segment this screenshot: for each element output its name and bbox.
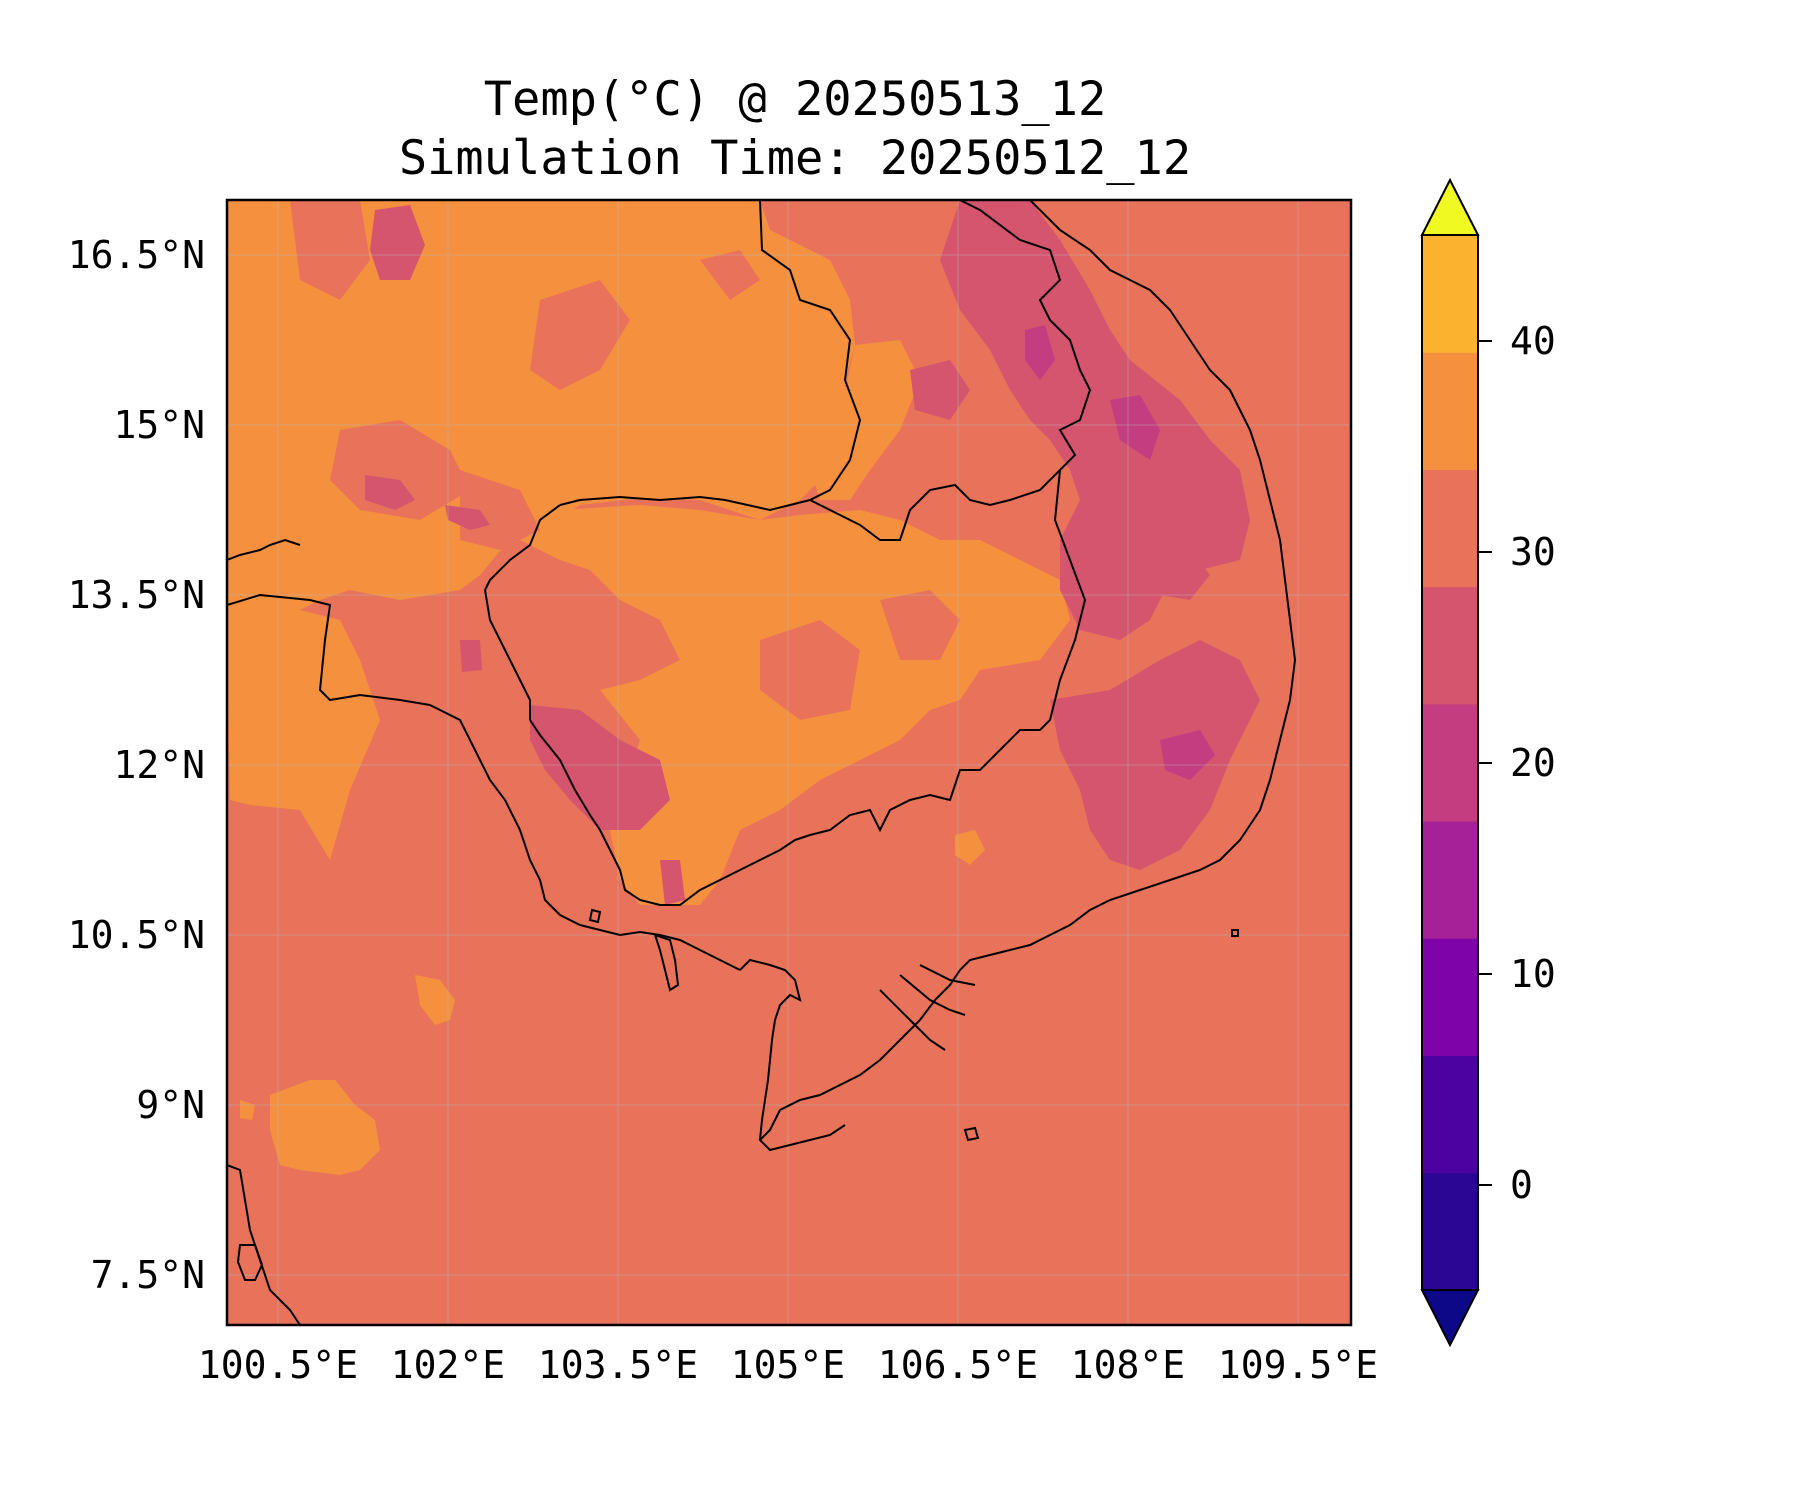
thailand-mid-patch-a <box>530 280 630 390</box>
lat-tick-label: 13.5°N <box>68 573 205 617</box>
colorbar-band <box>1422 235 1478 353</box>
cambodia-mid-patch-a <box>760 620 860 720</box>
colorbar-band <box>1422 821 1478 939</box>
colorbar-band <box>1422 1172 1478 1291</box>
thailand-mid-patch-d <box>700 250 760 300</box>
lon-tick-label: 109.5°E <box>1218 1343 1378 1387</box>
thailand-myanmar-border <box>227 593 431 706</box>
ca-mau-west-coast <box>739 958 802 1141</box>
cambodia-coast <box>529 719 796 906</box>
gridlines <box>227 200 1351 1325</box>
lat-tick-label: 16.5°N <box>68 233 205 277</box>
lon-tick-label: 108°E <box>1071 1343 1185 1387</box>
latitude-ticks: 16.5°N 15°N 13.5°N 12°N 10.5°N 9°N 7.5°N <box>68 233 205 1297</box>
south-laos-warm-region <box>810 340 920 500</box>
delta-river-c <box>919 964 976 986</box>
laos-north-coast-border <box>227 538 301 561</box>
central-highlands-cool-region <box>1050 640 1260 870</box>
colorbar-tick-label: 10 <box>1510 952 1556 996</box>
colorbar-tick-label: 40 <box>1510 319 1556 363</box>
colorbar-band <box>1422 1055 1478 1174</box>
thailand-cool-patch-d <box>460 640 482 672</box>
cambodia-mid-patch-b <box>880 590 960 660</box>
gulf-warm-patch-c <box>240 1100 255 1120</box>
delta-river-a <box>879 989 946 1051</box>
cambodia-vietnam-border <box>809 200 1092 541</box>
colorbar-tick-label: 0 <box>1510 1163 1533 1207</box>
colorbar-extend-min <box>1420 1289 1480 1348</box>
gulf-warm-patch-b <box>415 975 455 1025</box>
vietnam-warm-patch <box>955 830 985 865</box>
colorbar-band <box>1422 469 1478 588</box>
lon-tick-label: 106.5°E <box>878 1343 1038 1387</box>
longitude-ticks: 100.5°E 102°E 103.5°E 105°E 106.5°E 108°… <box>198 1343 1378 1387</box>
colorbar-tick-label: 20 <box>1510 741 1556 785</box>
map-frame <box>225 198 1353 1327</box>
thailand-east-coast <box>484 589 531 720</box>
thailand-cool-patch-b <box>365 475 415 510</box>
vietnam-coast <box>1009 200 1297 951</box>
thailand-cool-patch-c <box>445 505 490 530</box>
map-area <box>227 200 1351 1325</box>
cold-patch-b <box>1160 730 1215 780</box>
laos-cool-patch <box>910 360 970 420</box>
colorbar-band <box>1422 352 1478 470</box>
lat-tick-label: 9°N <box>136 1083 205 1127</box>
map-subtitle: Simulation Time: 20250512_12 <box>398 131 1192 186</box>
lat-tick-label: 12°N <box>113 743 205 787</box>
map-title: Temp(°C) @ 20250513_12 <box>483 72 1107 127</box>
coastlines-and-borders <box>227 200 1297 1325</box>
laos-thailand-border <box>559 200 862 512</box>
lat-tick-label: 7.5°N <box>91 1253 205 1297</box>
gulf-warm-patch-a <box>270 1080 380 1175</box>
laos-vietnam-highlands-cool-region <box>940 200 1250 640</box>
cold-regions <box>1025 325 1215 780</box>
island-koh-samui <box>236 1244 264 1281</box>
island-con-dao <box>963 1126 980 1142</box>
gulf-coast-thailand <box>429 704 741 971</box>
colorbar-extend-max <box>1420 177 1480 236</box>
colorbar: 40 30 20 10 0 <box>1420 177 1556 1348</box>
mekong-delta-coast <box>758 949 1011 1152</box>
lon-tick-label: 103.5°E <box>538 1343 698 1387</box>
cambodia-east-border <box>794 469 1087 841</box>
colorbar-band <box>1422 938 1478 1057</box>
vietnam-coast-cool-patch <box>1150 550 1210 600</box>
colorbar-band <box>1422 586 1478 705</box>
thailand-mid-patch-c <box>460 470 540 550</box>
island-phu-quoc <box>653 933 680 992</box>
colorbar-band <box>1422 703 1478 822</box>
cardamom-cool-region <box>530 705 670 830</box>
island-small-vietnam <box>1231 929 1239 937</box>
lon-tick-label: 100.5°E <box>198 1343 358 1387</box>
colorbar-bands <box>1422 235 1478 1291</box>
thailand-warm-region <box>227 200 855 640</box>
thailand-cool-patch-a <box>370 205 425 280</box>
lon-tick-label: 105°E <box>731 1343 845 1387</box>
lat-tick-label: 15°N <box>113 403 205 447</box>
cold-patch-a <box>1110 395 1160 460</box>
colorbar-tick-label: 30 <box>1510 530 1556 574</box>
island-small-gulf <box>588 908 602 924</box>
thailand-mid-patch-e <box>290 200 370 300</box>
western-thailand-warm-region <box>227 610 380 860</box>
delta-river-b <box>899 974 966 1016</box>
lon-tick-label: 102°E <box>391 1343 505 1387</box>
cold-patch-c <box>1025 325 1055 380</box>
colorbar-ticks: 40 30 20 10 0 <box>1478 319 1556 1207</box>
cambodia-cool-patch-a <box>660 860 685 905</box>
lat-tick-label: 10.5°N <box>68 913 205 957</box>
cool-regions <box>365 200 1260 905</box>
cambodia-north-border <box>484 504 561 591</box>
